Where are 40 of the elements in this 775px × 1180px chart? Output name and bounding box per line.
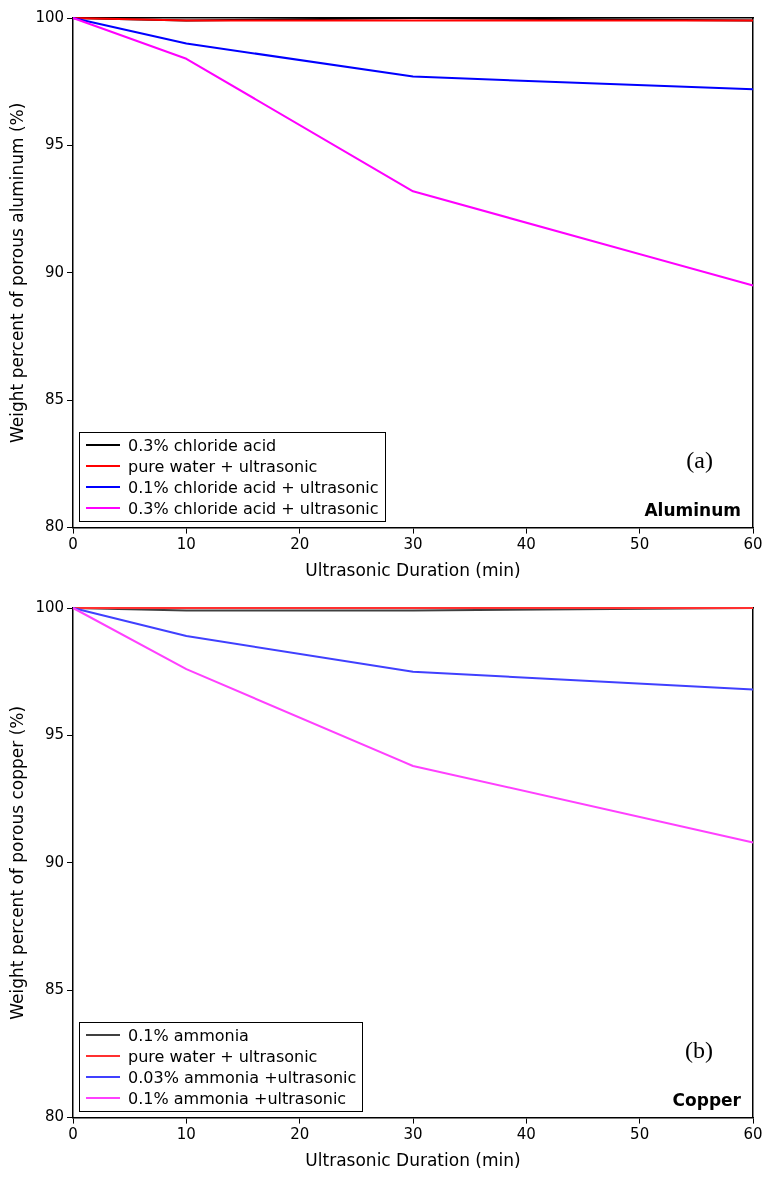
y-axis-title: Weight percent of porous copper (%) [6, 705, 27, 1020]
y-tick-label: 90 [44, 852, 65, 871]
annotation: Aluminum [644, 499, 741, 520]
x-tick-label: 10 [176, 535, 196, 554]
x-axis-title: Ultrasonic Duration (min) [305, 1150, 521, 1171]
legend-label: 0.1% ammonia +ultrasonic [128, 1087, 347, 1109]
y-tick-label: 100 [35, 7, 65, 26]
annotation: Copper [672, 1089, 742, 1110]
y-axis-title: Weight percent of porous aluminum (%) [6, 102, 27, 443]
x-tick-label: 10 [176, 1125, 196, 1144]
legend-label: 0.3% chloride acid [128, 434, 277, 456]
x-tick-label: 40 [516, 535, 536, 554]
x-tick-label: 0 [68, 535, 78, 554]
y-tick-label: 85 [44, 980, 65, 999]
legend-label: 0.03% ammonia +ultrasonic [128, 1066, 357, 1088]
x-tick-label: 50 [630, 535, 650, 554]
x-tick-label: 50 [630, 1125, 650, 1144]
y-tick-label: 95 [44, 135, 65, 154]
x-axis-title: Ultrasonic Duration (min) [305, 560, 521, 581]
y-tick-label: 80 [44, 517, 65, 536]
y-tick-label: 90 [44, 262, 65, 281]
y-tick-label: 85 [44, 390, 65, 409]
y-tick-label: 80 [44, 1107, 65, 1126]
legend-label: 0.1% chloride acid + ultrasonic [128, 476, 379, 498]
x-tick-label: 40 [516, 1125, 536, 1144]
x-tick-label: 30 [403, 1125, 423, 1144]
x-tick-label: 20 [290, 1125, 310, 1144]
annotation: (a) [686, 446, 713, 473]
x-tick-label: 60 [743, 1125, 763, 1144]
x-tick-label: 0 [68, 1125, 78, 1144]
x-tick-label: 30 [403, 535, 423, 554]
annotation: (b) [685, 1036, 713, 1063]
x-tick-label: 20 [290, 535, 310, 554]
legend-label: 0.1% ammonia [128, 1024, 249, 1046]
y-tick-label: 100 [35, 597, 65, 616]
legend-label: pure water + ultrasonic [128, 455, 318, 477]
legend-label: pure water + ultrasonic [128, 1045, 318, 1067]
legend-label: 0.3% chloride acid + ultrasonic [128, 497, 379, 519]
y-tick-label: 95 [44, 725, 65, 744]
x-tick-label: 60 [743, 535, 763, 554]
